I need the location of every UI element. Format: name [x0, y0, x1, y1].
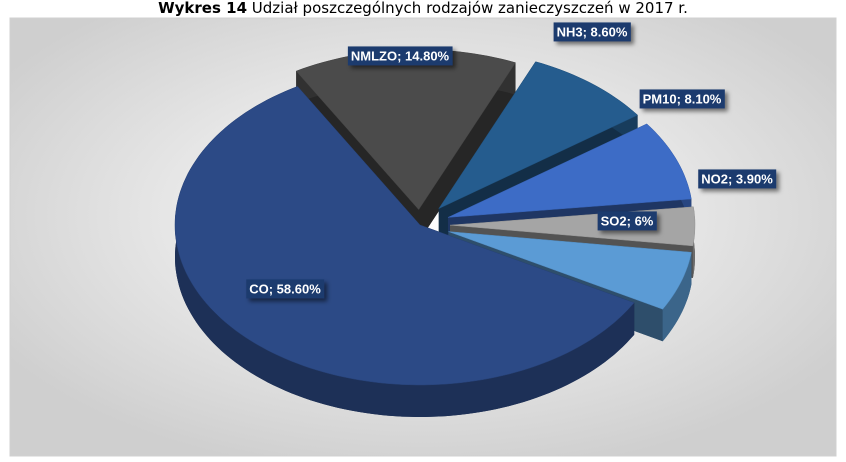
- data-label-text: CO; 58.60%: [249, 281, 321, 296]
- data-label-box: [553, 22, 631, 42]
- data-label-text: NH3; 8.60%: [557, 24, 628, 39]
- figure-label: Wykres 14: [158, 0, 247, 17]
- data-label-text: NO2; 3.90%: [701, 171, 773, 186]
- data-label: NMLZO; 14.80%: [347, 46, 453, 66]
- chart-title: Wykres 14 Udział poszczególnych rodzajów…: [158, 0, 688, 17]
- slice: [448, 231, 692, 310]
- data-label-text: NMLZO; 14.80%: [351, 48, 450, 63]
- data-label-box: [246, 279, 325, 299]
- data-label-box: [347, 46, 453, 66]
- slice: [438, 61, 639, 210]
- data-label-text: PM10; 8.10%: [643, 91, 722, 106]
- slice-side: [662, 252, 692, 342]
- data-label: SO2; 6%: [597, 211, 657, 231]
- data-label-box: [698, 169, 777, 189]
- slice-edge: [418, 62, 516, 242]
- data-label: PM10; 8.10%: [639, 89, 725, 109]
- data-label-text: SO2; 6%: [601, 213, 654, 228]
- labels: NMLZO; 14.80% NH3; 8.60% PM10; 8.10% NO2; 3…: [246, 22, 777, 299]
- data-label-box: [597, 211, 657, 231]
- title-text: Udział poszczególnych rodzajów zanieczys…: [252, 0, 688, 17]
- data-label: CO; 58.60%: [246, 279, 325, 299]
- slice: [174, 86, 635, 386]
- slice: [447, 123, 692, 218]
- data-label: NH3; 8.60%: [553, 22, 631, 42]
- data-label: NO2; 3.90%: [698, 169, 777, 189]
- data-label-box: [639, 89, 725, 109]
